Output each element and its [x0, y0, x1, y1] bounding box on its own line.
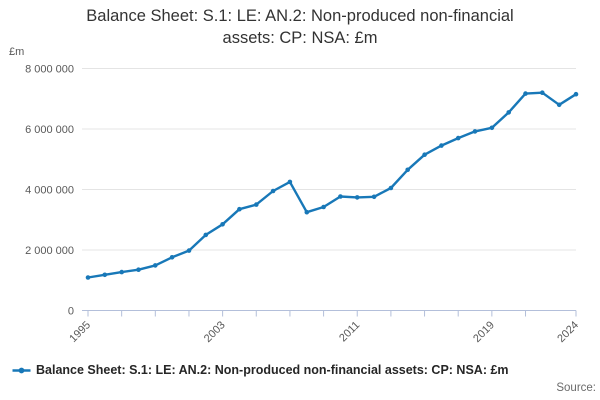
svg-text:1995: 1995 — [67, 319, 93, 345]
line-chart: 0 2 000 000 4 000 000 6 000 000 8 000 000 199… — [25, 63, 581, 345]
chart-title: Balance Sheet: S.1: LE: AN.2: Non-produc… — [86, 7, 514, 47]
legend: Balance Sheet: S.1: LE: AN.2: Non-produc… — [12, 363, 596, 377]
y-axis-unit-label: £m — [9, 46, 25, 58]
svg-text:0: 0 — [68, 305, 74, 317]
legend-line-marker — [12, 365, 31, 376]
source-label: Source: — [556, 382, 596, 394]
svg-text:2024: 2024 — [555, 319, 581, 345]
svg-text:8 000 000: 8 000 000 — [25, 63, 74, 75]
svg-text:2003: 2003 — [202, 319, 228, 345]
legend-series-label: Balance Sheet: S.1: LE: AN.2: Non-produc… — [36, 363, 509, 377]
svg-text:2011: 2011 — [337, 319, 362, 344]
svg-text:4 000 000: 4 000 000 — [25, 184, 74, 196]
svg-text:2 000 000: 2 000 000 — [25, 245, 74, 257]
svg-text:6 000 000: 6 000 000 — [25, 124, 74, 136]
svg-text:2019: 2019 — [471, 319, 497, 345]
